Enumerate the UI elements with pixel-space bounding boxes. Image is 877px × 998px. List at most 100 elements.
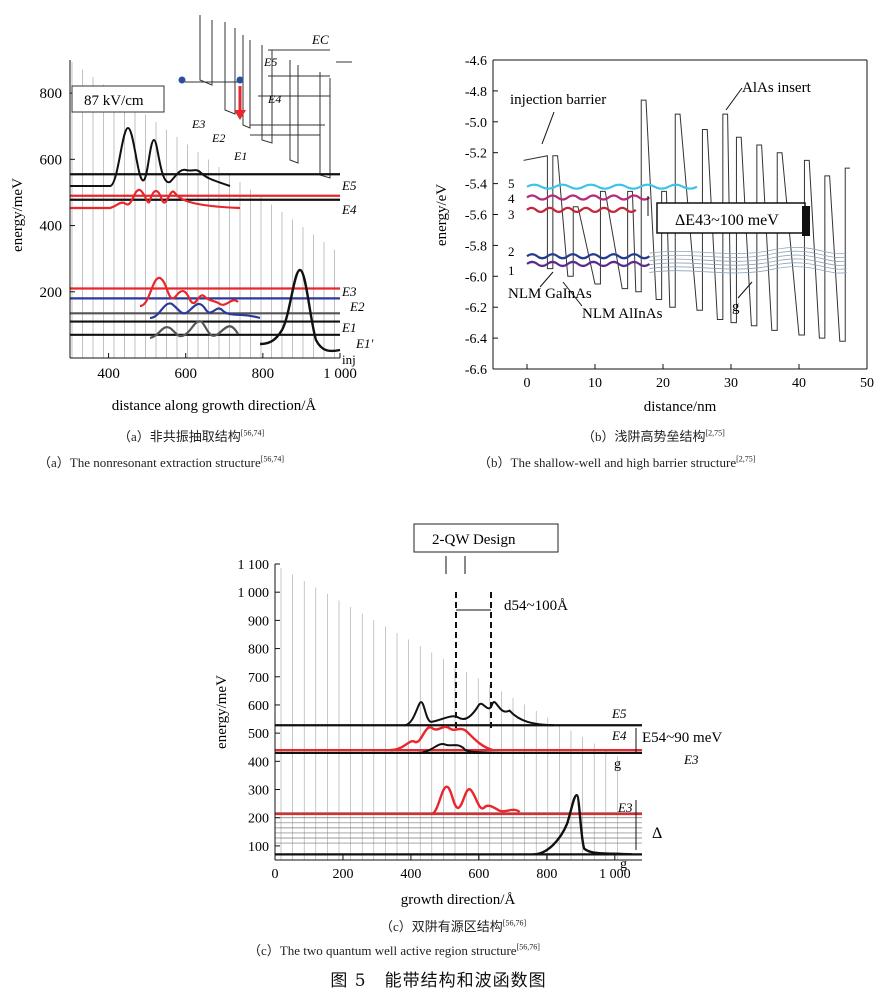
- c-design-box: [413, 523, 559, 553]
- b-nlm-alinas-arrow: [562, 281, 583, 307]
- b-level-number-1: 1: [508, 263, 515, 278]
- c-wave-g-upper: [417, 742, 500, 754]
- b-y-tick-label: -6.4: [465, 332, 487, 347]
- b-x-tick-label: 10: [588, 376, 602, 391]
- c-y-tick-label: 800: [248, 643, 269, 658]
- c-level-label-e4: E4: [611, 728, 627, 743]
- c-level-label-e3-right: E3: [683, 752, 699, 767]
- a-level-label-e3: E3: [341, 284, 357, 299]
- b-delta-label: ΔE43~100 meV: [675, 212, 779, 229]
- b-level-number-2: 2: [508, 244, 515, 259]
- b-level-wave: [526, 194, 651, 201]
- a-y-tick-label: 200: [40, 285, 63, 301]
- b-x-tick-label: 20: [656, 376, 670, 391]
- c-y-tick-label: 500: [248, 727, 269, 742]
- b-alas-arrow: [725, 87, 743, 111]
- c-y-tick-label: 1 100: [238, 558, 270, 573]
- b-level-wave: [526, 253, 651, 260]
- b-level-wave: [526, 260, 651, 268]
- c-x-tick-label: 0: [272, 867, 279, 882]
- b-x-tick-label: 40: [792, 376, 806, 391]
- c-band-profile: [275, 568, 642, 860]
- b-level-wave: [526, 183, 698, 190]
- c-level-label-g-lower: g: [620, 857, 627, 872]
- a-inset-label-ec: EC: [311, 32, 329, 47]
- c-level-label-g-upper: g: [614, 757, 621, 772]
- a-energy-levels: [70, 173, 340, 336]
- a-wave-injector: [259, 268, 341, 353]
- a-x-tick-label: 400: [97, 366, 120, 382]
- a-y-tick-label: 800: [40, 86, 63, 102]
- a-level-label-e2: E2: [349, 299, 365, 314]
- c-y-tick-label: 700: [248, 671, 269, 686]
- b-nlm-gainas-line: NLM GaInAs: [508, 286, 592, 302]
- b-ground-state-line: [649, 258, 847, 266]
- c-wave-g-lower: [533, 793, 632, 856]
- chart-b: -4.6 -4.8 -5.0 -5.2 -5.4 -5.6 -5.8 -6.0 -6.2 -6.4…: [434, 54, 874, 415]
- b-ground-state-line: [649, 266, 847, 274]
- c-energy-levels: [275, 724, 642, 856]
- b-x-tick-label: 0: [524, 376, 531, 391]
- b-alas-label: AlAs insert: [742, 80, 812, 96]
- a-field-box: [71, 85, 165, 113]
- a-x-tick-label: 800: [252, 366, 275, 382]
- b-x-tick-label: 50: [860, 376, 874, 391]
- c-delta-label: Δ: [652, 825, 662, 842]
- a-level-label-e1: E1: [341, 320, 356, 335]
- b-axis-ticks: -4.6 -4.8 -5.0 -5.2 -5.4 -5.6 -5.8 -6.0 -6.2 -6.4…: [465, 54, 874, 391]
- a-field-label: 87 kV/cm: [84, 93, 144, 109]
- chart-a: EC E5 E4 E3 E2 E1 200 400 600 800 400 600 800 1…: [10, 15, 373, 414]
- a-level-label-e1p: E1': [355, 336, 373, 351]
- b-level-number-4: 4: [508, 191, 515, 206]
- c-x-tick-label: 800: [536, 867, 557, 882]
- b-band-profile: [523, 99, 850, 342]
- caption-c-en: （c）The two quantum well active region st…: [248, 942, 540, 958]
- b-x-tick-label: 30: [724, 376, 738, 391]
- a-axis-ticks: 200 400 600 800 400 600 800 1 000: [40, 86, 357, 382]
- a-inset-label-e4: E4: [267, 92, 281, 106]
- a-wavefunctions: [70, 126, 341, 353]
- a-x-axis-label: distance along growth direction/Å: [112, 398, 317, 414]
- c-x-tick-label: 600: [468, 867, 489, 882]
- b-y-axis-label: energy/eV: [434, 184, 450, 246]
- c-wave-e4: [390, 725, 493, 752]
- b-level-wave: [526, 206, 637, 213]
- c-x-tick-label: 400: [400, 867, 421, 882]
- b-delta-box-shadow: [802, 206, 810, 236]
- b-y-tick-label: -6.0: [465, 270, 487, 285]
- b-band-edge: [523, 99, 850, 342]
- a-electron-dot-2: [236, 76, 244, 84]
- b-injection-barrier-label: injection barrier: [510, 92, 606, 108]
- a-inset-label-e1: E1: [233, 149, 247, 163]
- b-y-tick-label: -5.8: [465, 239, 487, 254]
- a-wave-e1: [149, 320, 239, 340]
- b-y-tick-label: -4.6: [465, 54, 487, 69]
- c-design-label: 2-QW Design: [432, 532, 516, 548]
- a-x-tick-label: 600: [174, 366, 197, 382]
- b-g-label: g: [732, 299, 740, 315]
- a-electron-dot: [178, 76, 186, 84]
- caption-c-cn: （c）双阱有源区结构[56,76]: [380, 918, 527, 934]
- caption-b-cn: （b）浅阱高势垒结构[2,75]: [582, 428, 725, 444]
- a-level-label-inj: inj: [342, 352, 356, 367]
- caption-a-en: （a）The nonresonant extraction structure[…: [38, 454, 285, 470]
- b-y-tick-label: -6.6: [465, 363, 487, 378]
- b-x-axis-label: distance/nm: [644, 399, 717, 415]
- c-level-label-e5: E5: [611, 706, 627, 721]
- a-inset-label-e5: E5: [263, 55, 277, 69]
- a-inset-label-e3: E3: [191, 117, 205, 131]
- c-y-tick-label: 1 000: [238, 586, 270, 601]
- figure-title: 图 5 能带结构和波函数图: [330, 971, 547, 991]
- b-y-tick-label: -6.2: [465, 301, 487, 316]
- c-wave-e5: [403, 701, 554, 727]
- c-y-tick-label: 900: [248, 614, 269, 629]
- a-y-tick-label: 400: [40, 219, 63, 235]
- b-nlm-gainas-label: NLM GaInAs: [508, 286, 592, 302]
- c-wave-e3: [430, 785, 521, 816]
- c-y-tick-label: 300: [248, 784, 269, 799]
- b-nlm-alinas-label: NLM AlInAs: [582, 306, 663, 322]
- c-e54-label: E54~90 meV: [642, 730, 722, 746]
- a-transition-arrowhead: [234, 110, 246, 120]
- a-y-tick-label: 600: [40, 152, 63, 168]
